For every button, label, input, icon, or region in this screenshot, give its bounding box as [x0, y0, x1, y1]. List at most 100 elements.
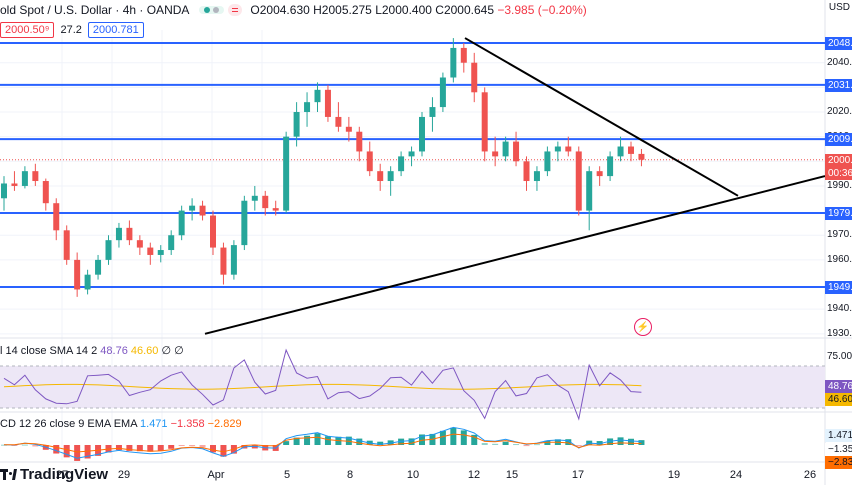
chart-header: old Spot / U.S. Dollar · 4h · OANDA O200…: [0, 2, 587, 18]
flag-icon[interactable]: [228, 4, 243, 16]
price-tick-label: 2020.0: [827, 106, 852, 117]
candle-body: [74, 259, 81, 290]
candle-body: [147, 247, 154, 255]
candle-body: [189, 205, 196, 211]
candle-body: [293, 112, 300, 137]
macd-histogram-bar: [115, 445, 122, 451]
macd-histogram-bar: [377, 441, 384, 445]
date-label: 12: [467, 469, 481, 481]
macd-histogram-bar: [63, 445, 70, 458]
bolt-icon[interactable]: ⚡: [634, 318, 652, 336]
candle-body: [628, 146, 634, 154]
date-label: 10: [406, 469, 420, 481]
macd-histogram-bar: [513, 444, 520, 446]
macd-histogram-bar: [304, 435, 311, 445]
trendline-resistance: [464, 37, 739, 197]
candle-body: [596, 171, 603, 177]
candle-body: [210, 215, 216, 248]
candle-body: [366, 151, 373, 172]
candle-body: [84, 274, 91, 290]
candle-body: [32, 171, 39, 182]
candle-body: [324, 89, 331, 117]
candle-body: [42, 181, 49, 204]
level-tag: 2009.: [825, 133, 852, 147]
macd-hist-value: −2.829: [207, 418, 242, 430]
status-dots[interactable]: [199, 6, 225, 14]
macd-histogram-bar: [575, 445, 582, 447]
candle-body: [21, 171, 28, 186]
status-dot: [204, 7, 211, 13]
candle-body: [408, 151, 415, 157]
price-tick-label: 1940.0: [827, 303, 852, 315]
candle-body: [565, 146, 572, 152]
macd-histogram-bar: [53, 445, 60, 454]
rsi-legend[interactable]: l 14 close SMA 14 2 48.76 46.60 ∅ ∅: [0, 344, 184, 357]
candle-body: [450, 47, 457, 78]
candle-body: [115, 227, 122, 241]
macd-legend[interactable]: CD 12 26 close 9 EMA EMA 1.471 −1.358 −2…: [0, 418, 242, 430]
macd-histogram-bar: [523, 445, 530, 447]
candle-body: [513, 141, 520, 162]
buy-button[interactable]: 2000.781: [87, 22, 144, 38]
candle-body: [335, 116, 342, 127]
candle-body: [63, 230, 70, 260]
candle-body: [53, 203, 60, 231]
macd-histogram-bar: [544, 440, 551, 445]
countdown-tag: 00:36: [825, 166, 852, 180]
macd-histogram-bar: [450, 427, 457, 445]
rsi-value-tag: 48.76: [825, 380, 852, 393]
rsi-extra: ∅ ∅: [161, 345, 184, 357]
macd-histogram-bar: [356, 438, 363, 445]
macd-value-tag: 1.471: [825, 429, 852, 442]
candle-body: [617, 146, 624, 157]
macd-hist-tag: −2.83: [825, 456, 852, 469]
candle-body: [638, 153, 645, 160]
currency-label[interactable]: USD: [828, 2, 850, 13]
tradingview-logo: TradingView: [0, 466, 108, 483]
candle-body: [136, 240, 143, 248]
sell-button[interactable]: 2000.50⁹: [0, 22, 55, 38]
macd-histogram-bar: [324, 436, 331, 445]
ohlc-high: H2005.275: [313, 3, 372, 17]
signal-line: [3, 433, 642, 453]
candle-body: [283, 136, 290, 211]
price-tick-label: 1930.0: [827, 327, 852, 339]
rsi-value: 48.76: [100, 345, 128, 357]
candle-body: [460, 47, 467, 63]
ohlc-close: C2000.645: [435, 3, 494, 17]
level-tag: 1949.: [825, 281, 852, 294]
price-tick-label: 2040.0: [827, 56, 852, 68]
candle-body: [11, 183, 18, 186]
macd-histogram-bar: [638, 440, 645, 445]
macd-histogram-bar: [408, 438, 415, 445]
candle-body: [502, 141, 509, 157]
candle-body: [523, 161, 530, 182]
level-tag: 2048.: [825, 37, 852, 50]
macd-signal-value: −1.358: [170, 418, 205, 430]
quote-bar: 2000.50⁹ 27.2 2000.781: [0, 22, 144, 38]
macd-histogram-bar: [398, 438, 405, 445]
symbol-title[interactable]: old Spot / U.S. Dollar · 4h · OANDA: [0, 3, 190, 17]
candle-body: [533, 171, 540, 182]
status-dot: [213, 7, 220, 13]
macd-histogram-bar: [136, 445, 143, 452]
trendlines: [204, 37, 826, 335]
date-label: Apr: [207, 469, 225, 481]
candle-body: [178, 210, 185, 236]
candle-body: [356, 131, 363, 152]
date-label: 24: [729, 469, 743, 481]
macd-pane: [1, 426, 645, 461]
date-label: 15: [505, 469, 519, 481]
macd-histogram-bar: [607, 438, 614, 445]
candle-body: [429, 107, 436, 117]
candle-body: [554, 146, 561, 152]
candle-body: [168, 235, 175, 251]
candle-body: [199, 205, 206, 216]
level-tag: 2031.: [825, 78, 852, 92]
macd-title: CD 12 26 close 9 EMA EMA: [0, 418, 137, 430]
price-tick-label: 1960.0: [827, 253, 852, 265]
macd-histogram-bar: [565, 439, 572, 445]
brand-name: TradingView: [20, 466, 109, 483]
rsi-sma-line: [3, 383, 642, 390]
